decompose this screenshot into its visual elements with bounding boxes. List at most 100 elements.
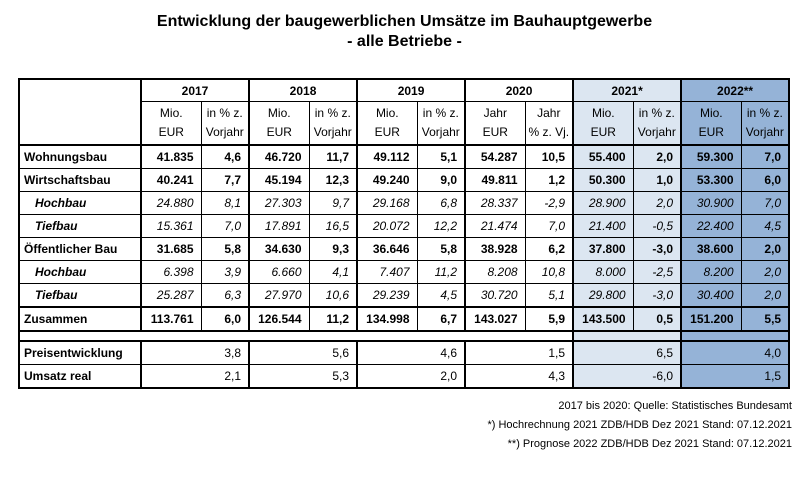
table-row: Wohnungsbau 41.835 4,6 46.720 11,7 49.112 5,1 5… xyxy=(18,144,790,169)
bottom-value-cell: 3,8 xyxy=(139,340,250,365)
value-cell: 7,0 xyxy=(740,144,790,169)
value-cell: 15.361 xyxy=(140,214,202,238)
year-header-row: 2017 2018 2019 2020 2021* 2022** xyxy=(18,78,790,146)
value-cell: 5,5 xyxy=(740,306,790,332)
subheader-pct: in % z. Vorjahr xyxy=(632,101,682,146)
value-cell: 38.600 xyxy=(680,237,742,261)
table-row: Tiefbau 15.361 7,0 17.891 16,5 20.072 12,2 21.4… xyxy=(18,214,790,238)
value-cell: 25.287 xyxy=(140,283,202,308)
footnote-source: 2017 bis 2020: Quelle: Statistisches Bun… xyxy=(558,400,792,412)
value-cell: 59.300 xyxy=(680,144,742,169)
bottom-value-cell: 4,6 xyxy=(356,340,466,365)
spacer-row xyxy=(18,330,790,342)
value-cell: 41.835 xyxy=(140,144,202,169)
table-row: Hochbau 24.880 8,1 27.303 9,7 29.168 6,8 28.337… xyxy=(18,191,790,215)
value-cell: 21.400 xyxy=(572,214,634,238)
value-cell: -0,5 xyxy=(632,214,682,238)
value-cell: 16,5 xyxy=(308,214,358,238)
row-label: Wirtschaftsbau xyxy=(18,168,142,192)
subheader-mio: Mio. EUR xyxy=(680,101,742,146)
value-cell: 143.500 xyxy=(572,306,634,332)
value-cell: 30.400 xyxy=(680,283,742,308)
value-cell: 53.300 xyxy=(680,168,742,192)
value-cell: 3,9 xyxy=(200,260,250,284)
row-label: Hochbau xyxy=(18,260,142,284)
value-cell: 10,5 xyxy=(524,144,574,169)
value-cell: 21.474 xyxy=(464,214,526,238)
subheader-pct: in % z. Vorjahr xyxy=(740,101,790,146)
value-cell: 55.400 xyxy=(572,144,634,169)
value-cell: 5,9 xyxy=(524,306,574,332)
value-cell: 54.287 xyxy=(464,144,526,169)
value-cell: 29.800 xyxy=(572,283,634,308)
table-row: Wirtschaftsbau 40.241 7,7 45.194 12,3 49.240 9… xyxy=(18,168,790,192)
value-cell: 30.900 xyxy=(680,191,742,215)
bottom-value-cell: 4,0 xyxy=(680,340,790,365)
year-header-2021: 2021* xyxy=(572,78,682,102)
year-header-2017: 2017 xyxy=(139,78,250,102)
subheader-pct: in % z. Vorjahr xyxy=(416,101,466,146)
value-cell: -3,0 xyxy=(632,237,682,261)
table-row: Hochbau 6.398 3,9 6.660 4,1 7.407 11,2 8.208 10,… xyxy=(18,260,790,284)
bottom-value-cell: 1,5 xyxy=(464,340,574,365)
value-cell: 10,6 xyxy=(308,283,358,308)
subheader-mio: Jahr EUR xyxy=(464,101,526,146)
bottom-value-cell: 2,0 xyxy=(356,364,466,389)
value-cell: 28.337 xyxy=(464,191,526,215)
value-cell: 143.027 xyxy=(464,306,526,332)
row-label: Tiefbau xyxy=(18,214,142,238)
value-cell: 4,6 xyxy=(200,144,250,169)
spacer-cell-2022 xyxy=(680,330,790,342)
value-cell: -2,9 xyxy=(524,191,574,215)
bottom-value-cell: -6,0 xyxy=(572,364,682,389)
row-label: Wohnungsbau xyxy=(18,144,142,169)
value-cell: 9,7 xyxy=(308,191,358,215)
bottom-row-label: Preisentwicklung xyxy=(18,340,142,365)
value-cell: 7.407 xyxy=(356,260,418,284)
bottom-row: Umsatz real 2,1 5,3 2,0 4,3 -6,0 1,5 xyxy=(18,364,790,389)
value-cell: 12,3 xyxy=(308,168,358,192)
value-cell: 6,7 xyxy=(416,306,466,332)
value-cell: 0,5 xyxy=(632,306,682,332)
bottom-row: Preisentwicklung 3,8 5,6 4,6 1,5 6,5 4,0 xyxy=(18,340,790,365)
row-label: Tiefbau xyxy=(18,283,142,308)
value-cell: 49.240 xyxy=(356,168,418,192)
table-row: Zusammen 113.761 6,0 126.544 11,2 134.998 6,7 1… xyxy=(18,306,790,332)
value-cell: 8.208 xyxy=(464,260,526,284)
value-cell: 38.928 xyxy=(464,237,526,261)
value-cell: 27.970 xyxy=(248,283,310,308)
value-cell: 6,3 xyxy=(200,283,250,308)
subheader-row: Mio. EUR in % z. Vorjahr Mio. EUR in % z. Vorja… xyxy=(19,101,790,146)
subheader-mio: Mio. EUR xyxy=(356,101,418,146)
value-cell: 1,2 xyxy=(524,168,574,192)
year-header-2020: 2020 xyxy=(464,78,574,102)
value-cell: 7,0 xyxy=(524,214,574,238)
year-header-2018: 2018 xyxy=(248,78,358,102)
value-cell: 151.200 xyxy=(680,306,742,332)
value-cell: 10,8 xyxy=(524,260,574,284)
table-row: Tiefbau 25.287 6,3 27.970 10,6 29.239 4,5 30.72… xyxy=(18,283,790,308)
footnote-hochrechnung: *) Hochrechnung 2021 ZDB/HDB Dez 2021 St… xyxy=(487,419,792,431)
value-cell: 30.720 xyxy=(464,283,526,308)
value-cell: -2,5 xyxy=(632,260,682,284)
value-cell: 113.761 xyxy=(140,306,202,332)
value-cell: 12,2 xyxy=(416,214,466,238)
bottom-value-cell: 5,6 xyxy=(248,340,358,365)
value-cell: 2,0 xyxy=(740,237,790,261)
spacer-cell-2021 xyxy=(572,330,682,342)
bottom-row-label: Umsatz real xyxy=(18,364,142,389)
value-cell: 45.194 xyxy=(248,168,310,192)
spacer-cell xyxy=(18,330,574,342)
page-subtitle: - alle Betriebe - xyxy=(347,33,462,50)
value-cell: 46.720 xyxy=(248,144,310,169)
value-cell: 2,0 xyxy=(632,144,682,169)
value-cell: 8,1 xyxy=(200,191,250,215)
subheader-mio: Mio. EUR xyxy=(140,101,202,146)
value-cell: 34.630 xyxy=(248,237,310,261)
row-label: Hochbau xyxy=(18,191,142,215)
value-cell: 9,0 xyxy=(416,168,466,192)
value-cell: 5,1 xyxy=(416,144,466,169)
subheader-mio: Mio. EUR xyxy=(572,101,634,146)
value-cell: -3,0 xyxy=(632,283,682,308)
row-label: Zusammen xyxy=(18,306,142,332)
